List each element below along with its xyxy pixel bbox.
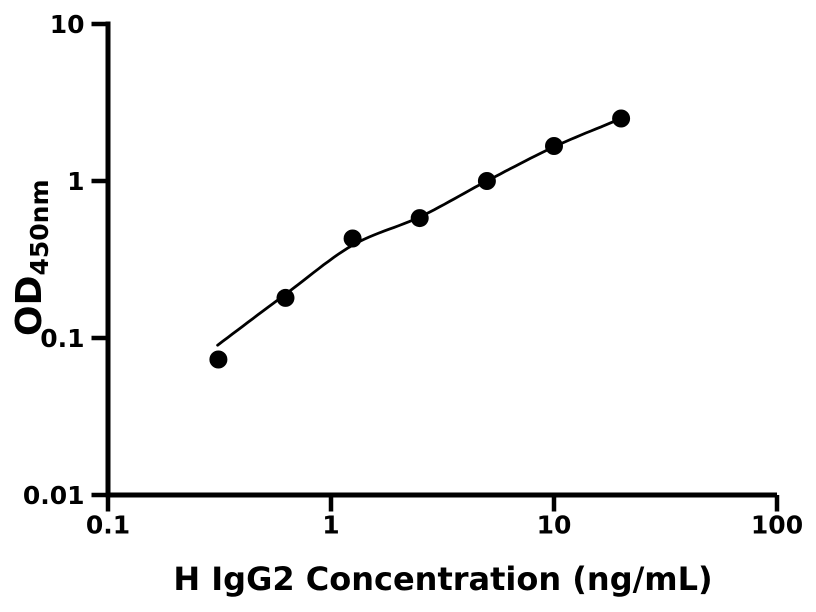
- data-point: [276, 288, 295, 307]
- data-point: [477, 172, 496, 190]
- data-point: [343, 229, 362, 248]
- data-point: [545, 137, 563, 155]
- x-tick-label: 1: [322, 511, 339, 540]
- y-axis-title-subscript: 450nm: [25, 179, 54, 275]
- data-point: [612, 109, 631, 128]
- y-tick-label: 1: [67, 167, 84, 196]
- x-tick-label: 0.1: [86, 511, 130, 540]
- x-tick-label: 100: [751, 511, 803, 540]
- data-point: [209, 350, 228, 369]
- y-tick-label: 0.1: [40, 324, 84, 353]
- x-tick-label: 10: [537, 511, 572, 540]
- x-axis-title: H IgG2 Concentration (ng/mL): [173, 560, 712, 598]
- y-tick-label: 10: [50, 10, 85, 39]
- data-point: [410, 209, 429, 228]
- data-points-layer: [209, 109, 631, 369]
- y-tick-label: 0.01: [23, 481, 85, 510]
